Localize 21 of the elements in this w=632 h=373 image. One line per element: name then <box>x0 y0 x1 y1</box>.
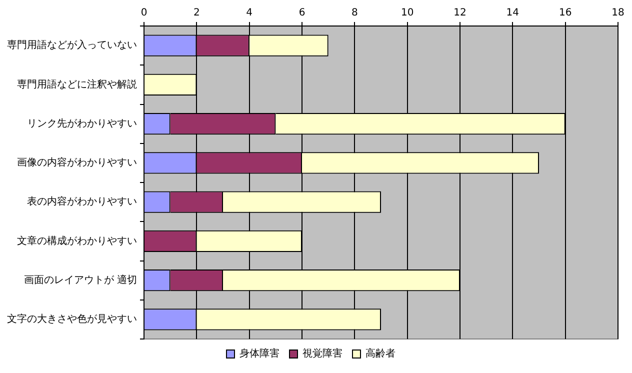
legend-label: 身体障害 <box>240 348 280 360</box>
x-tick-label: 6 <box>298 8 306 19</box>
x-tick-label: 16 <box>558 8 572 19</box>
legend-label: 視覚障害 <box>302 348 342 360</box>
x-tick-label: 12 <box>454 8 466 19</box>
x-tick-label: 18 <box>612 8 624 19</box>
x-tick-label: 14 <box>506 8 520 19</box>
y-tick-label: 文字の大きさや色が見やすい <box>7 313 137 326</box>
y-tick-label: 専門用語などが入っていない <box>7 39 137 52</box>
y-tick-label: 表の内容がわかりやすい <box>27 196 137 208</box>
x-tick-label: 0 <box>140 8 148 19</box>
x-tick-label: 8 <box>351 8 358 19</box>
x-tick-label: 4 <box>246 8 253 19</box>
legend-label: 高齢者 <box>366 348 396 360</box>
y-tick-label: 文章の構成がわかりやすい <box>17 234 137 247</box>
x-tick-label: 10 <box>400 8 414 19</box>
y-tick-label: リンク先がわかりやすい <box>27 117 137 130</box>
x-tick-label: 2 <box>193 8 200 19</box>
y-tick-label: 画像の内容がわかりやすい <box>17 156 137 169</box>
y-tick-label: 画面のレイアウトが 適切 <box>24 274 137 286</box>
y-tick-label: 専門用語などに注釈や解説 <box>17 78 137 90</box>
